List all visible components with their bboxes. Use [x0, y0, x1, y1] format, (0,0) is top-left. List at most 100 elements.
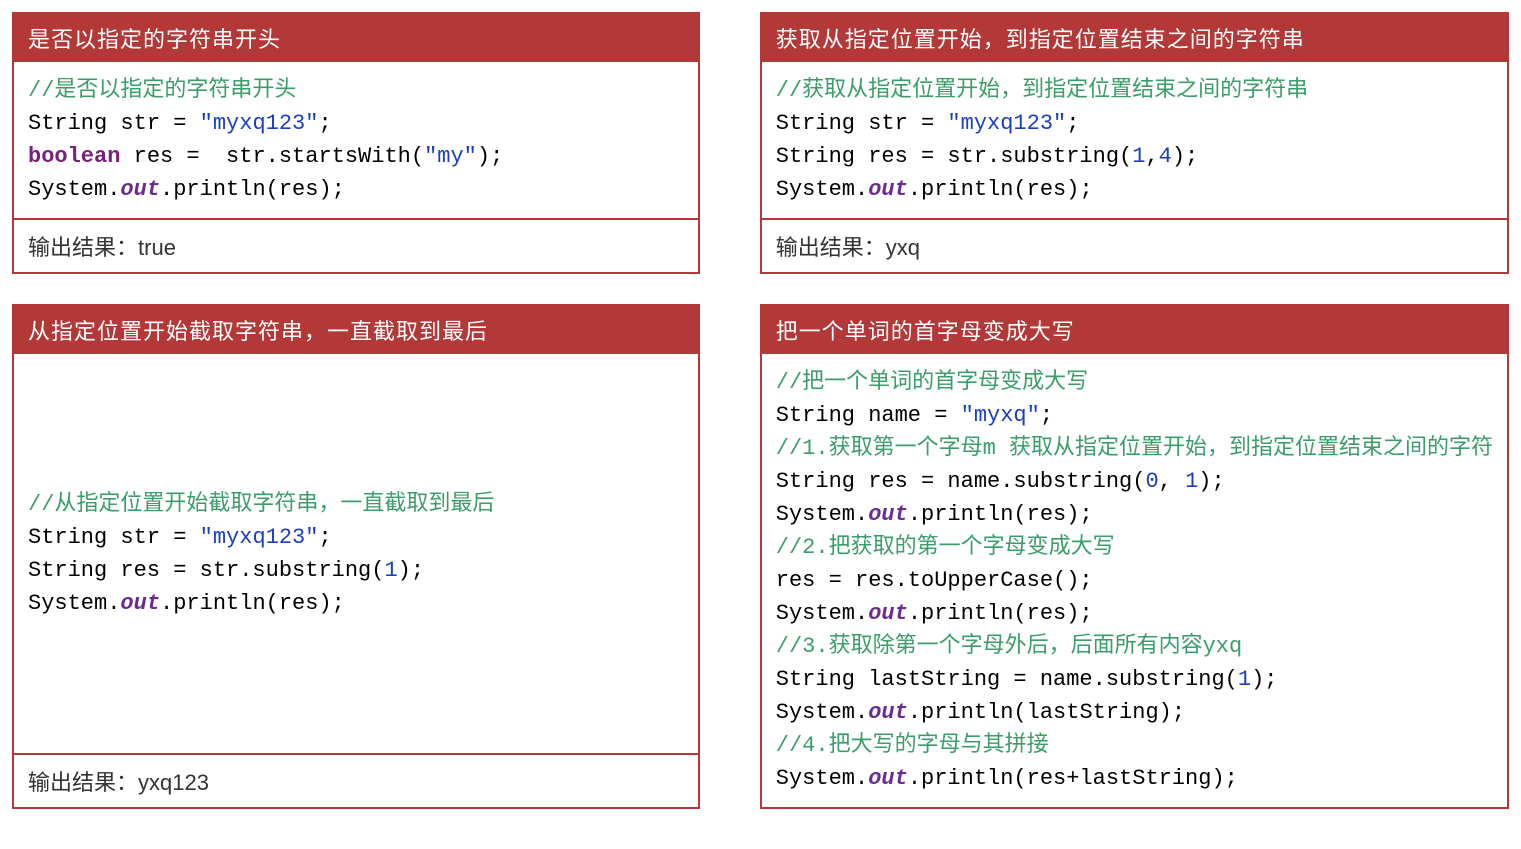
code-line: String lastString = name.substring(1); — [776, 663, 1493, 696]
code-line: String res = str.substring(1,4); — [776, 140, 1493, 173]
code-token: out — [120, 591, 160, 616]
code-token: 0 — [1145, 469, 1158, 494]
code-line: String str = "myxq123"; — [776, 107, 1493, 140]
code-line: res = res.toUpperCase(); — [776, 564, 1493, 597]
code-line: //4.把大写的字母与其拼接 — [776, 729, 1493, 762]
code-token: .println(res); — [908, 502, 1093, 527]
code-token: ); — [1198, 469, 1224, 494]
code-card: 获取从指定位置开始，到指定位置结束之间的字符串//获取从指定位置开始，到指定位置… — [760, 12, 1509, 274]
code-line: //是否以指定的字符串开头 — [28, 74, 684, 107]
code-line: //从指定位置开始截取字符串，一直截取到最后 — [28, 488, 684, 521]
code-token: out — [868, 601, 908, 626]
card-code-body: //获取从指定位置开始，到指定位置结束之间的字符串 String str = "m… — [762, 62, 1507, 218]
card-code-body: //从指定位置开始截取字符串，一直截取到最后 String str = "myxq… — [14, 354, 698, 753]
code-line: System.out.println(lastString); — [776, 696, 1493, 729]
code-line: System.out.println(res); — [776, 173, 1493, 206]
code-token: ); — [1251, 667, 1277, 692]
code-line: System.out.println(res+lastString); — [776, 762, 1493, 795]
code-token: 1 — [1132, 144, 1145, 169]
code-token: res = res.toUpperCase(); — [776, 568, 1093, 593]
code-token: "my" — [424, 144, 477, 169]
code-token: out — [868, 177, 908, 202]
code-line: String res = str.substring(1); — [28, 554, 684, 587]
code-token: res = str.startsWith( — [120, 144, 424, 169]
code-token: System. — [776, 502, 868, 527]
card-code-body: //把一个单词的首字母变成大写String name = "myxq";//1.… — [762, 354, 1507, 807]
output-value: yxq123 — [138, 770, 209, 795]
card-code-body: //是否以指定的字符串开头String str = "myxq123";bool… — [14, 62, 698, 218]
code-token: System. — [776, 177, 868, 202]
code-token: "myxq123" — [200, 111, 319, 136]
code-line: //1.获取第一个字母m 获取从指定位置开始，到指定位置结束之间的字符 — [776, 432, 1493, 465]
code-token: ; — [318, 525, 331, 550]
output-value: yxq — [886, 235, 920, 260]
card-output: 输出结果：true — [14, 218, 698, 272]
output-label: 输出结果： — [776, 235, 886, 260]
code-line: boolean res = str.startsWith("my"); — [28, 140, 684, 173]
code-token: ); — [398, 558, 424, 583]
code-token: String res = name.substring( — [776, 469, 1146, 494]
code-line: String str = "myxq123"; — [28, 521, 684, 554]
code-line: //3.获取除第一个字母外后，后面所有内容yxq — [776, 630, 1493, 663]
code-line: //2.把获取的第一个字母变成大写 — [776, 531, 1493, 564]
code-token: out — [868, 502, 908, 527]
code-token: , — [1145, 144, 1158, 169]
card-output: 输出结果：yxq — [762, 218, 1507, 272]
code-token: String res = str.substring( — [776, 144, 1132, 169]
output-value: true — [138, 235, 176, 260]
code-token: out — [120, 177, 160, 202]
card-header: 是否以指定的字符串开头 — [14, 14, 698, 62]
code-line: //把一个单词的首字母变成大写 — [776, 366, 1493, 399]
code-token: System. — [28, 177, 120, 202]
code-line: //获取从指定位置开始，到指定位置结束之间的字符串 — [776, 74, 1493, 107]
code-comment: //2.把获取的第一个字母变成大写 — [776, 535, 1115, 560]
code-card: 把一个单词的首字母变成大写//把一个单词的首字母变成大写String name … — [760, 304, 1509, 809]
code-token: String name = — [776, 403, 961, 428]
code-comment: //4.把大写的字母与其拼接 — [776, 733, 1049, 758]
code-line — [28, 653, 684, 686]
code-token: String res = str.substring( — [28, 558, 384, 583]
code-token: ); — [1172, 144, 1198, 169]
code-token: .println(res); — [908, 177, 1093, 202]
code-token: boolean — [28, 144, 120, 169]
code-token: .println(lastString); — [908, 700, 1185, 725]
code-token: 1 — [1238, 667, 1251, 692]
output-label: 输出结果： — [28, 235, 138, 260]
code-line: String res = name.substring(0, 1); — [776, 465, 1493, 498]
card-header: 获取从指定位置开始，到指定位置结束之间的字符串 — [762, 14, 1507, 62]
code-line: System.out.println(res); — [776, 597, 1493, 630]
code-comment: //从指定位置开始截取字符串，一直截取到最后 — [28, 492, 494, 517]
code-comment: //3.获取除第一个字母外后，后面所有内容yxq — [776, 634, 1242, 659]
code-line: System.out.println(res); — [28, 587, 684, 620]
code-token: , — [1159, 469, 1185, 494]
code-token: "myxq" — [961, 403, 1040, 428]
code-token: String str = — [28, 525, 200, 550]
code-token: ; — [318, 111, 331, 136]
card-header: 从指定位置开始截取字符串，一直截取到最后 — [14, 306, 698, 354]
code-line: System.out.println(res); — [776, 498, 1493, 531]
code-token: 1 — [1185, 469, 1198, 494]
card-output: 输出结果：yxq123 — [14, 753, 698, 807]
code-token: 4 — [1159, 144, 1172, 169]
card-header: 把一个单词的首字母变成大写 — [762, 306, 1507, 354]
code-token: ; — [1040, 403, 1053, 428]
code-token: String str = — [776, 111, 948, 136]
card-grid: 是否以指定的字符串开头//是否以指定的字符串开头String str = "my… — [12, 12, 1509, 809]
code-token: System. — [28, 591, 120, 616]
code-line: String str = "myxq123"; — [28, 107, 684, 140]
code-token: System. — [776, 766, 868, 791]
code-token: System. — [776, 601, 868, 626]
code-token: "myxq123" — [947, 111, 1066, 136]
code-line: String name = "myxq"; — [776, 399, 1493, 432]
output-label: 输出结果： — [28, 770, 138, 795]
code-line — [28, 422, 684, 455]
code-token: .println(res); — [908, 601, 1093, 626]
code-comment: //获取从指定位置开始，到指定位置结束之间的字符串 — [776, 78, 1308, 103]
code-token: ; — [1066, 111, 1079, 136]
code-card: 从指定位置开始截取字符串，一直截取到最后 //从指定位置开始截取字符串，一直截取… — [12, 304, 700, 809]
code-line: System.out.println(res); — [28, 173, 684, 206]
code-line — [28, 620, 684, 653]
code-token: .println(res+lastString); — [908, 766, 1238, 791]
code-token: .println(res); — [160, 177, 345, 202]
code-line — [28, 455, 684, 488]
